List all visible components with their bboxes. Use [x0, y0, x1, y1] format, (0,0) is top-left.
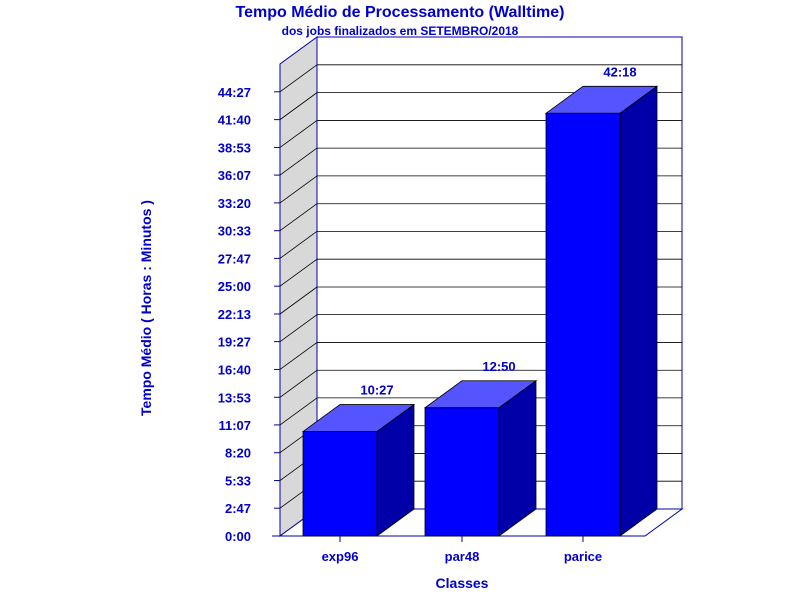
gridline-side — [279, 314, 318, 342]
gridline-side — [279, 258, 318, 287]
x-tick-label: par48 — [445, 549, 480, 564]
bar-value-label: 12:50 — [482, 359, 515, 374]
bar-value-label: 42:18 — [603, 64, 636, 79]
y-tick-label: 44:27 — [218, 85, 251, 100]
y-tick-label: 19:27 — [218, 335, 251, 350]
y-tick-label: 41:40 — [218, 113, 251, 128]
gridline-side — [279, 147, 318, 176]
bar-exp96 — [301, 403, 416, 537]
y-tick-label: 38:53 — [218, 140, 251, 155]
bar-parice — [544, 85, 659, 537]
gridline-side — [279, 397, 318, 426]
gridline-side — [279, 120, 318, 148]
chart-title: Tempo Médio de Processamento (Walltime) — [236, 4, 565, 21]
bar-front — [545, 112, 621, 537]
y-tick-label: 13:53 — [218, 390, 251, 405]
gridline-side — [279, 342, 318, 370]
gridline-side — [279, 203, 318, 232]
bars — [301, 85, 659, 537]
gridline-side — [279, 64, 318, 93]
gridline-side — [279, 286, 318, 315]
y-axis-label: Tempo Médio ( Horas : Minutos ) — [138, 200, 154, 416]
x-tick-label: parice — [564, 549, 602, 564]
y-tick-label: 30:33 — [218, 224, 251, 239]
gridline-side — [279, 231, 318, 259]
chart-subtitle: dos jobs finalizados em SETEMBRO/2018 — [282, 24, 519, 38]
y-tick-label: 0:00 — [225, 529, 251, 544]
y-tick-label: 16:40 — [218, 362, 251, 377]
y-tick-label: 25:00 — [218, 279, 251, 294]
bar-par48 — [423, 379, 538, 537]
y-tick-label: 5:33 — [225, 474, 251, 489]
y-tick-label: 36:07 — [218, 168, 251, 183]
y-tick-label: 27:47 — [218, 251, 251, 266]
y-tick-label: 2:47 — [225, 501, 251, 516]
x-axis-label: Classes — [436, 575, 489, 591]
bar-side — [619, 85, 658, 537]
bar-value-labels: 10:27 12:50 42:18 — [360, 64, 636, 397]
bar-value-label: 10:27 — [360, 383, 393, 398]
x-axis-tick-labels: exp96 par48 parice — [322, 536, 602, 564]
bar-side — [498, 379, 537, 537]
bar-front — [302, 431, 378, 537]
y-tick-label: 8:20 — [225, 446, 251, 461]
x-tick-label: exp96 — [322, 549, 359, 564]
bar-front — [424, 407, 500, 537]
gridline-side — [279, 175, 318, 204]
gridline-side — [279, 369, 318, 398]
y-tick-label: 33:20 — [218, 196, 251, 211]
y-tick-label: 22:13 — [218, 307, 251, 322]
gridline-side — [279, 92, 318, 120]
y-tick-label: 11:07 — [218, 418, 251, 433]
y-axis-tick-labels: 0:00 2:47 5:33 8:20 11:07 13:53 16:40 19:27 22:1… — [218, 85, 251, 544]
